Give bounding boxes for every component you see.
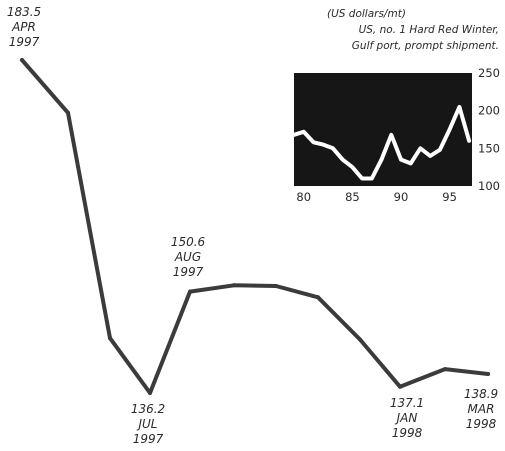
main-data-point — [148, 391, 152, 395]
annotation-value-label: 138.9 — [464, 387, 498, 401]
main-data-point — [486, 372, 490, 376]
inset-price-plot: 80 85 90 95 100 150 200 250 (US dollars/mt) US, n… — [294, 8, 500, 204]
annotation-month-label: AUG — [174, 250, 201, 264]
inset-x-tick-label: 80 — [296, 190, 311, 204]
main-data-point — [108, 336, 112, 340]
main-data-point — [20, 58, 24, 62]
main-data-point — [358, 338, 362, 342]
annotation-year-label: 1997 — [133, 432, 164, 446]
annotation-month-label: JAN — [395, 411, 418, 425]
annotation-year-label: 1997 — [9, 35, 40, 49]
annotation-value-label: 137.1 — [390, 396, 424, 410]
annotation-value-label: 183.5 — [7, 5, 41, 19]
inset-x-tick-label: 95 — [442, 190, 457, 204]
annotation-year-label: 1997 — [173, 265, 204, 279]
inset-note-line: (US dollars/mt) — [327, 8, 406, 20]
inset-note-line: US, no. 1 Hard Red Winter, — [359, 24, 499, 36]
annotation-value-label: 150.6 — [171, 235, 206, 249]
main-data-point — [274, 284, 278, 288]
annotation-year-label: 1998 — [392, 426, 423, 440]
main-data-point — [232, 283, 236, 287]
inset-y-tick-label: 150 — [478, 141, 500, 155]
annotation-year-label: 1998 — [466, 417, 497, 431]
annotation-month-label: MAR — [468, 402, 495, 416]
inset-y-tick-label: 100 — [478, 179, 500, 193]
main-data-point — [398, 385, 402, 389]
inset-note-line: Gulf port, prompt shipment. — [352, 40, 499, 52]
main-data-point — [66, 111, 70, 115]
inset-y-tick-label: 250 — [478, 66, 500, 80]
inset-x-tick-label: 90 — [394, 190, 409, 204]
inset-y-tick-label: 200 — [478, 104, 500, 118]
inset-x-tick-label: 85 — [345, 190, 360, 204]
annotation-month-label: JUL — [136, 417, 157, 431]
annotation-month-label: APR — [11, 20, 36, 34]
main-data-point — [188, 290, 192, 294]
inset-plot-background — [294, 73, 472, 186]
main-price-plot: 183.5APR1997136.2JUL1997150.6AUG1997137.… — [7, 5, 498, 446]
annotation-value-label: 136.2 — [131, 402, 165, 416]
main-data-point — [443, 367, 447, 371]
main-data-point — [316, 295, 320, 299]
